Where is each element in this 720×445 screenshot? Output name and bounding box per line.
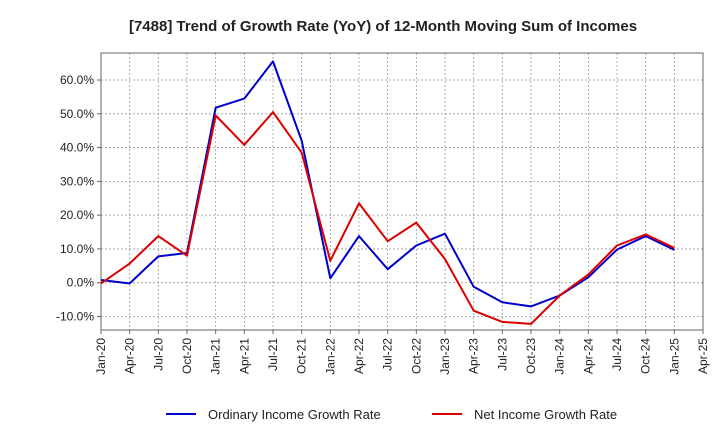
series-layer (100, 60, 675, 325)
x-tick-label: Oct-21 (295, 338, 309, 374)
legend-label: Net Income Growth Rate (474, 407, 617, 422)
x-tick-label: Apr-24 (581, 338, 595, 374)
x-tick-label: Apr-23 (467, 338, 481, 374)
y-tick-label: 30.0% (60, 174, 94, 188)
x-tick-label: Jan-23 (438, 338, 452, 375)
x-tick-label: Oct-23 (524, 338, 538, 374)
x-tick-label: Jan-21 (209, 338, 223, 375)
y-tick-label: -10.0% (56, 309, 94, 323)
chart-title: [7488] Trend of Growth Rate (YoY) of 12-… (129, 18, 637, 35)
y-tick-label: 60.0% (60, 73, 94, 87)
x-tick-label: Jul-23 (495, 338, 509, 371)
y-tick-label: 20.0% (60, 208, 94, 222)
grid (101, 53, 703, 330)
x-tick-label: Jan-25 (667, 338, 681, 375)
x-tick-label: Apr-20 (123, 338, 137, 374)
x-tick-label: Jul-24 (610, 338, 624, 371)
x-tick-label: Jul-21 (266, 338, 280, 371)
x-tick-label: Apr-25 (696, 338, 710, 374)
x-tick-label: Oct-24 (639, 338, 653, 374)
legend-label: Ordinary Income Growth Rate (208, 407, 381, 422)
legend: Ordinary Income Growth Rate Net Income Gr… (166, 407, 617, 422)
x-tick-label: Oct-20 (180, 338, 194, 374)
x-tick-label: Apr-21 (237, 338, 251, 374)
x-tick-label: Jul-22 (381, 338, 395, 371)
y-axis-ticks: -10.0% 0.0% 10.0% 20.0% 30.0% 40.0% 50.0% 60.0% (56, 73, 101, 323)
y-tick-label: 50.0% (60, 107, 94, 121)
x-tick-label: Oct-22 (409, 338, 423, 374)
series-line-net-income (100, 111, 675, 325)
y-tick-label: 0.0% (67, 276, 95, 290)
x-tick-label: Jan-24 (553, 338, 567, 375)
y-tick-label: 10.0% (60, 242, 94, 256)
y-tick-label: 40.0% (60, 141, 94, 155)
x-tick-label: Apr-22 (352, 338, 366, 374)
x-tick-label: Jan-20 (94, 338, 108, 375)
x-tick-label: Jul-20 (151, 338, 165, 371)
plot-frame (100, 52, 704, 331)
x-axis-ticks: Jan-20 Apr-20 Jul-20 Oct-20 Jan-21 Apr-21 Jul-… (94, 330, 710, 375)
x-tick-label: Jan-22 (323, 338, 337, 375)
